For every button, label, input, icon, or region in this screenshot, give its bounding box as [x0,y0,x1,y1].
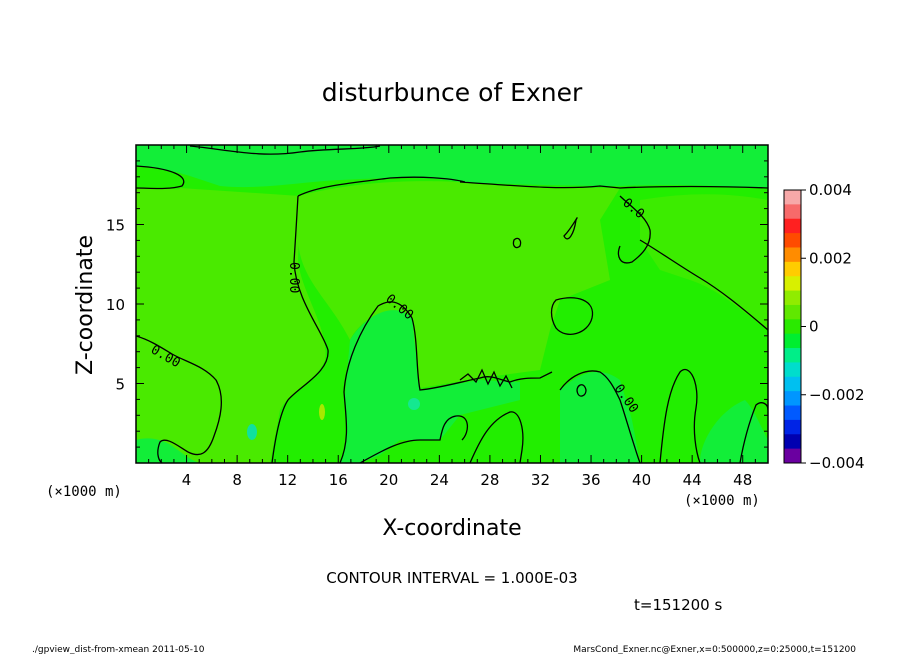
colorbar-tick-label: −0.002 [809,386,865,404]
contour-right-top [617,195,768,331]
region-negative-top [136,145,768,188]
y-axis: 5 10 15 [106,160,768,448]
colorbar-tick-label: 0.002 [809,249,852,267]
spot-negative-1 [247,424,257,440]
x-tick-label: 28 [480,471,499,489]
contour-wiggle [459,368,513,389]
colorbar-swatch [784,233,801,248]
contour-center-left [339,301,413,463]
colorbar-swatch [784,319,801,335]
contour-right-mid-2 [576,384,587,397]
colorbar-swatch [784,376,801,392]
colorbar-swatch [784,434,801,450]
region-negative-left [136,438,200,463]
colorbar-tick-label: 0.004 [809,181,852,199]
contour-left-loop [136,335,222,463]
spot-negative-2 [408,398,420,410]
colorbar-swatch [784,190,801,205]
x-tick-label: 4 [182,471,192,489]
contour-top-band-2 [189,145,381,155]
region-positive-upper [136,187,326,463]
x-tick-label: 8 [232,471,242,489]
region-positive-right [640,194,768,330]
colorbar-swatch [784,362,801,378]
colorbar-tick-label: −0.004 [809,454,865,472]
x-tick-label: 12 [278,471,297,489]
contour-small-1 [563,217,578,240]
colorbar-swatch [784,204,801,220]
contour-upper-mid [297,176,768,197]
x-tick-label: 20 [379,471,398,489]
colorbar-swatch [784,247,801,263]
contour-lines [136,145,768,463]
x-axis-label: X-coordinate [382,516,521,541]
x-tick-label: 16 [329,471,348,489]
colorbar-swatch [784,348,801,363]
region-negative-center [340,310,520,463]
y-tick-label: 5 [115,376,125,394]
time-label: t=151200 s [634,596,722,614]
colorbar-swatch [784,276,801,291]
x-tick-label: 44 [683,471,702,489]
colorbar: 0.004 0.002 0 −0.002 −0.004 [783,181,865,472]
x-unit-left: (×1000 m) [46,484,122,500]
contour-right-mid [559,370,641,463]
x-tick-label: 24 [430,471,449,489]
contour-small-2 [512,237,522,249]
colorbar-swatch [784,391,801,406]
x-tick-label: 48 [733,471,752,489]
contour-island [550,297,594,335]
x-tick-label: 32 [531,471,550,489]
y-tick-label: 15 [106,217,125,235]
y-tick-label: 10 [106,296,125,314]
colorbar-swatch [784,304,801,320]
contour-center [411,317,553,391]
x-tick-label: 40 [632,471,651,489]
colorbar-swatch [784,261,801,277]
plot-area: 0.00 0.00 0.00 0.00 0.0 [135,144,769,464]
colorbar-swatch [784,333,801,349]
contour-top-band [136,165,185,190]
contour-far-right [659,369,768,463]
colorbar-swatch [784,290,801,306]
x-unit-right: (×1000 m) [684,493,760,509]
y-axis-label: Z-coordinate [73,235,98,375]
chart-title: disturbunce of Exner [322,78,583,107]
colorbar-swatch [784,448,801,464]
contour-interval: CONTOUR INTERVAL = 1.000E-03 [326,569,577,587]
colorbar-swatch [784,218,801,234]
colorbar-swatch [784,419,801,435]
footer-right: MarsCond_Exner.nc@Exner,x=0:500000,z=0:2… [573,645,856,654]
footer-left: ./gpview_dist-from-xmean 2011-05-10 [32,645,205,654]
region-negative-right [560,371,640,463]
region-negative-far-right [700,400,768,463]
region-positive-top [298,181,620,388]
contour-center-bottom [359,411,524,463]
contour-zero-left [271,195,329,463]
contour-label: 0.00 [286,262,301,293]
x-tick-label: 36 [581,471,600,489]
colorbar-swatch [784,405,801,421]
spot-positive-1 [319,404,325,420]
x-axis: 4 8 12 16 20 24 28 32 36 40 44 48 [148,145,756,489]
colorbar-tick-label: 0 [809,318,819,336]
